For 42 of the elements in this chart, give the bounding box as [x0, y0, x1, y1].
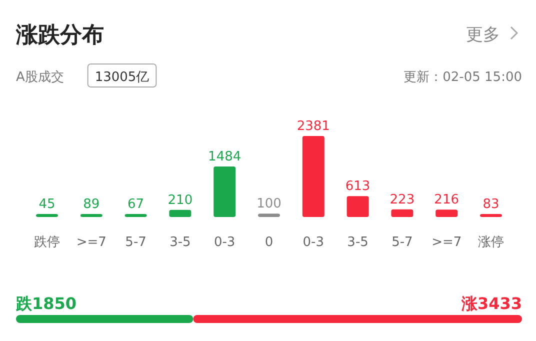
text: 更多	[466, 25, 500, 45]
x-tick-label: 0-3	[302, 235, 324, 250]
data-label: 45	[38, 197, 56, 212]
data-label: 83	[482, 197, 500, 212]
data-label: 100	[256, 196, 282, 212]
text: A股成交	[16, 69, 64, 85]
data-label: 210	[168, 192, 193, 208]
text: 13005亿	[94, 70, 150, 85]
x-tick-label: >=7	[432, 235, 462, 250]
bar	[436, 210, 458, 217]
bar	[391, 209, 414, 217]
data-label: 2381	[296, 119, 330, 134]
x-tick-label: 涨停	[478, 235, 504, 250]
bar	[258, 214, 280, 217]
text: 更新：02-05 15:00	[404, 70, 522, 85]
data-label: 613	[345, 179, 370, 194]
bar	[302, 136, 324, 217]
data-label: 216	[434, 192, 460, 208]
data-label: 67	[128, 197, 144, 212]
x-tick-label: 3-5	[347, 235, 368, 250]
bar	[36, 214, 58, 217]
bar	[124, 214, 147, 217]
x-tick-label: 3-5	[170, 235, 191, 250]
bar	[346, 196, 369, 217]
x-tick-label: 0	[264, 235, 274, 250]
data-label: 1484	[208, 150, 242, 165]
chart-title: 涨跌分布	[15, 23, 104, 48]
data-label: 3433	[477, 294, 522, 313]
x-tick-label: 5-7	[125, 235, 146, 250]
data-label: 1850	[32, 294, 77, 313]
data-label: 223	[390, 192, 415, 208]
x-tick-label: 5-7	[392, 235, 413, 250]
x-tick-label: 0-3	[214, 235, 236, 250]
x-tick-label: 跌停	[34, 235, 60, 250]
series-label: 跌	[15, 294, 33, 313]
bar	[169, 210, 192, 217]
data-label: 89	[83, 196, 100, 212]
series-label: 涨	[460, 294, 478, 313]
x-tick-label: >=7	[76, 235, 106, 250]
bar	[80, 214, 102, 217]
bar	[480, 214, 502, 217]
bar	[214, 166, 236, 217]
